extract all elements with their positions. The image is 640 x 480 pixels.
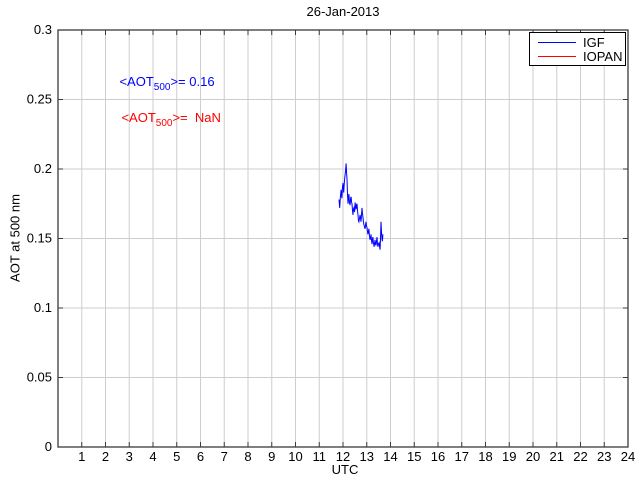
annotation-iopan-mean: <AOT500>= NaN [107, 95, 221, 144]
annotation-iopan-value: >= NaN [172, 110, 221, 125]
x-tick-label: 22 [573, 449, 587, 464]
legend-label-igf: IGF [583, 34, 605, 50]
x-tick-label: 11 [313, 449, 327, 464]
y-tick-label: 0.1 [34, 300, 52, 315]
annotation-iopan-prefix: <AOT [121, 110, 156, 125]
x-tick-label: 15 [407, 449, 421, 464]
y-tick-label: 0.05 [27, 370, 52, 385]
legend-item-iopan: IOPAN [530, 48, 625, 64]
x-tick-label: 20 [526, 449, 540, 464]
x-tick-label: 12 [336, 449, 350, 464]
y-tick-label: 0.25 [27, 92, 52, 107]
legend-line-sample-igf [538, 41, 576, 43]
x-tick-label: 18 [478, 449, 492, 464]
annotation-igf-mean: <AOT500>= 0.16 [105, 59, 215, 108]
x-tick-label: 21 [550, 449, 564, 464]
x-tick-label: 3 [126, 449, 133, 464]
annotation-igf-prefix: <AOT [119, 74, 154, 89]
x-tick-label: 4 [149, 449, 156, 464]
x-tick-label: 13 [360, 449, 374, 464]
legend-label-iopan: IOPAN [583, 48, 623, 64]
x-tick-label: 14 [383, 449, 397, 464]
x-tick-label: 19 [502, 449, 516, 464]
x-tick-label: 24 [621, 449, 635, 464]
y-tick-label: 0.2 [34, 161, 52, 176]
x-tick-label: 16 [431, 449, 445, 464]
x-axis-label: UTC [331, 462, 359, 477]
x-tick-label: 7 [221, 449, 228, 464]
x-tick-label: 10 [288, 449, 302, 464]
y-tick-label: 0.15 [27, 231, 52, 246]
series-igf [338, 163, 384, 250]
x-tick-label: 9 [268, 449, 275, 464]
legend-line-sample-iopan [538, 55, 576, 57]
y-axis-label: AOT at 500 nm [7, 194, 23, 282]
x-tick-label: 6 [197, 449, 204, 464]
x-tick-label: 17 [455, 449, 469, 464]
x-tick-label: 2 [102, 449, 109, 464]
x-tick-label: 1 [78, 449, 85, 464]
x-tick-label: 23 [597, 449, 611, 464]
legend-item-igf: IGF [530, 34, 625, 50]
legend: IGF IOPAN [529, 32, 626, 66]
x-tick-label: 5 [173, 449, 180, 464]
y-tick-label: 0 [45, 439, 52, 454]
x-tick-label: 8 [244, 449, 251, 464]
y-tick-label: 0.3 [34, 22, 52, 37]
annotation-igf-subscript: 500 [153, 82, 171, 93]
annotation-iopan-subscript: 500 [155, 118, 173, 129]
annotation-igf-value: >= 0.16 [170, 74, 215, 89]
chart-title: 26-Jan-2013 [306, 4, 380, 19]
